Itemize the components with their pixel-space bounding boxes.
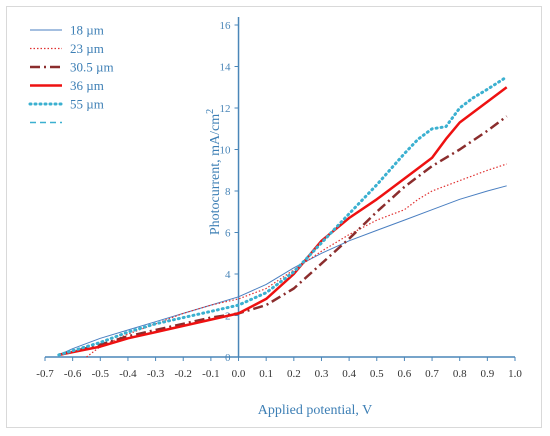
x-tick-label: 0.7	[425, 368, 439, 380]
y-axis-label: Photocurrent, mA/cm2	[205, 109, 223, 235]
x-axis-label: Applied potential, V	[258, 403, 372, 418]
x-tick-label: 0.0	[232, 368, 246, 380]
legend-label-3: 36 µm	[70, 78, 104, 93]
series-line-0	[58, 185, 507, 356]
series-line-2	[58, 115, 508, 357]
series-line-3	[58, 86, 508, 357]
x-tick-label: 1.0	[508, 368, 522, 380]
series-line-1	[86, 163, 507, 358]
legend-label-1: 23 µm	[70, 41, 104, 56]
x-tick-label: 0.5	[370, 368, 384, 380]
x-tick-label: -0.2	[175, 368, 192, 380]
y-tick-label: 0	[225, 352, 231, 364]
legend-label-2: 30.5 µm	[70, 60, 114, 75]
x-tick-label: -0.7	[36, 368, 54, 380]
y-tick-label: 10	[220, 145, 232, 157]
legend-label-0: 18 µm	[70, 23, 104, 38]
x-tick-label: 0.8	[453, 368, 467, 380]
y-tick-label: 6	[225, 228, 231, 240]
series-line-4	[57, 75, 509, 357]
x-tick-label: -0.5	[92, 368, 110, 380]
y-tick-label: 4	[225, 269, 231, 281]
x-tick-label: 0.9	[480, 368, 494, 380]
x-tick-label: 0.6	[398, 368, 412, 380]
y-tick-label: 8	[225, 186, 231, 198]
x-tick-label: 0.4	[342, 368, 356, 380]
x-tick-label: -0.6	[64, 368, 82, 380]
y-tick-label: 14	[220, 62, 232, 74]
y-tick-label: 16	[220, 20, 232, 32]
y-tick-label: 12	[220, 103, 231, 115]
legend-label-4: 55 µm	[70, 97, 104, 112]
x-tick-label: 0.3	[315, 368, 329, 380]
x-tick-label: 0.1	[259, 368, 273, 380]
x-tick-label: 0.2	[287, 368, 301, 380]
x-tick-label: -0.3	[147, 368, 165, 380]
x-tick-label: -0.1	[202, 368, 219, 380]
x-tick-label: -0.4	[119, 368, 137, 380]
